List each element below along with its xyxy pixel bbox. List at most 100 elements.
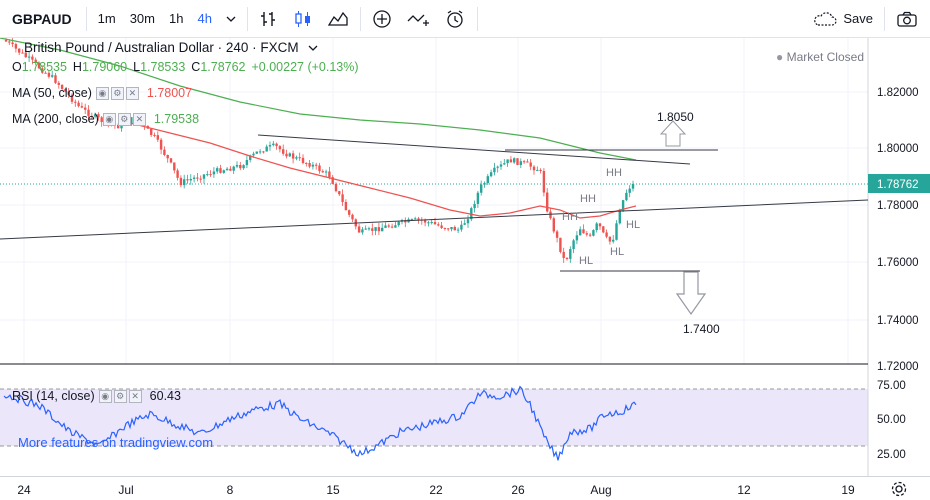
time-tick: 24	[17, 483, 31, 497]
ohlc-legend: O 1.78535 H 1.79060 L 1.78533 C 1.78762 +0.0…	[12, 60, 365, 74]
price-tick: 1.82000	[877, 87, 919, 99]
chart-title-text: British Pound / Australian Dollar · 240 …	[24, 40, 299, 55]
time-tick: 8	[226, 483, 234, 497]
arrow-up-icon[interactable]	[659, 120, 687, 147]
promo-link[interactable]: More features on tradingview.com	[18, 435, 214, 450]
chevron-down-icon[interactable]	[308, 45, 318, 51]
toolbar-divider	[246, 6, 248, 31]
price-tick: 1.76000	[877, 257, 919, 269]
rsi-tick: 25.00	[877, 449, 906, 461]
rsi-legend[interactable]: RSI (14, close) ◉ ⚙ ✕ 60.43	[12, 389, 181, 403]
toolbar-divider	[884, 6, 885, 31]
rsi-tick: 50.00	[877, 414, 906, 426]
top-toolbar: GBPAUD 1m 30m 1h 4h Save	[0, 0, 930, 38]
price-tick: 1.80000	[877, 143, 919, 155]
label-hh-mid: HH	[580, 193, 596, 205]
compare-icon[interactable]	[399, 0, 437, 38]
time-tick: Aug	[590, 483, 612, 497]
ma200-legend[interactable]: MA (200, close) ◉ ⚙ ✕ 1.79538	[12, 112, 199, 126]
rsi-buttons: ◉ ⚙ ✕	[98, 389, 144, 403]
cloud-icon	[814, 11, 837, 26]
candles-icon[interactable]	[286, 0, 320, 38]
price-chart[interactable]: HH HH HH HL HL HL 1.8050 1.7400 1.82000 …	[0, 38, 930, 374]
label-hh-top: HH	[606, 167, 622, 179]
time-tick: 12	[737, 483, 751, 497]
ohlc-high: 1.79060	[81, 60, 128, 74]
ma200-line	[0, 38, 637, 161]
interval-dropdown-icon[interactable]	[219, 0, 243, 38]
interval-4h[interactable]: 4h	[197, 11, 212, 26]
price-tick: 1.72000	[877, 361, 919, 373]
toolbar-divider	[359, 6, 361, 31]
eye-icon[interactable]: ◉	[98, 389, 112, 403]
ma50-line	[129, 122, 637, 219]
candles-group	[4, 38, 635, 263]
camera-icon[interactable]	[889, 0, 930, 38]
label-hl-mid: HL	[610, 246, 624, 258]
time-axis[interactable]: 24 Jul 8 15 22 26 Aug 12 19	[0, 476, 930, 500]
symbol-search[interactable]: GBPAUD	[12, 10, 72, 27]
ma200-label: MA (200, close)	[12, 112, 99, 126]
gear-icon[interactable]: ⚙	[117, 112, 131, 126]
ma50-buttons: ◉ ⚙ ✕	[95, 86, 141, 100]
save-label: Save	[843, 11, 873, 26]
lower-trendline[interactable]	[0, 199, 869, 240]
chart-title: British Pound / Australian Dollar · 240 …	[12, 40, 318, 55]
rsi-value: 60.43	[149, 389, 181, 403]
eye-icon[interactable]: ◉	[95, 86, 109, 100]
target-down-label: 1.7400	[683, 322, 720, 336]
rsi-label: RSI (14, close)	[12, 389, 95, 403]
close-icon[interactable]: ✕	[128, 389, 142, 403]
eye-icon[interactable]: ◉	[102, 112, 116, 126]
add-indicator-icon[interactable]	[365, 0, 399, 38]
market-status: ● Market Closed	[776, 50, 864, 64]
interval-30m[interactable]: 30m	[129, 11, 155, 26]
gear-icon[interactable]: ⚙	[110, 86, 124, 100]
market-status-text: Market Closed	[786, 50, 864, 64]
time-tick: 19	[841, 483, 855, 497]
price-axis[interactable]: 1.82000 1.80000 1.78000 1.76000 1.74000 …	[877, 87, 919, 373]
interval-1h[interactable]: 1h	[169, 11, 184, 26]
time-tick: 22	[429, 483, 443, 497]
time-tick: 15	[326, 483, 340, 497]
time-tick: 26	[511, 483, 525, 497]
target-up-label: 1.8050	[657, 110, 694, 124]
ohlc-l-label: L	[133, 60, 141, 74]
current-price-badge	[868, 174, 930, 193]
save-button[interactable]: Save	[805, 0, 880, 38]
price-tick: 1.78000	[877, 200, 919, 212]
ohlc-h-label: H	[72, 60, 82, 74]
ohlc-change: +0.00227 (+0.13%)	[251, 60, 359, 74]
label-hl-right: HL	[626, 219, 640, 231]
rsi-tick: 75.00	[877, 380, 906, 392]
time-tick: Jul	[118, 483, 134, 497]
ohlc-close: 1.78762	[200, 60, 246, 74]
bar-chart-icon[interactable]	[252, 0, 286, 38]
toolbar-divider	[476, 6, 478, 31]
label-hl-left: HL	[579, 255, 593, 267]
arrow-down-icon[interactable]	[675, 271, 707, 316]
ohlc-c-label: C	[191, 60, 201, 74]
price-tick: 1.74000	[877, 315, 919, 327]
label-hh-left: HH	[562, 211, 578, 223]
ma200-value: 1.79538	[153, 112, 200, 126]
ma200-buttons: ◉ ⚙ ✕	[102, 112, 148, 126]
rsi-pane[interactable]: 75.00 50.00 25.00	[0, 374, 930, 476]
close-icon[interactable]: ✕	[125, 86, 139, 100]
ma50-value: 1.78007	[146, 86, 193, 100]
ohlc-low: 1.78533	[140, 60, 186, 74]
rsi-line	[3, 385, 637, 461]
ma50-legend[interactable]: MA (50, close) ◉ ⚙ ✕ 1.78007	[12, 86, 192, 100]
upper-trendline[interactable]	[257, 134, 691, 165]
interval-1m[interactable]: 1m	[97, 11, 116, 26]
alert-clock-icon[interactable]	[437, 0, 473, 38]
ohlc-open: 1.78535	[21, 60, 67, 74]
area-chart-icon[interactable]	[320, 0, 356, 38]
gear-icon[interactable]: ⚙	[113, 389, 127, 403]
current-price-value: 1.78762	[877, 179, 919, 191]
toolbar-divider	[85, 6, 87, 31]
settings-gear-icon[interactable]	[890, 480, 908, 498]
close-icon[interactable]: ✕	[132, 112, 146, 126]
ohlc-o-label: O	[12, 60, 22, 74]
ma50-label: MA (50, close)	[12, 86, 92, 100]
